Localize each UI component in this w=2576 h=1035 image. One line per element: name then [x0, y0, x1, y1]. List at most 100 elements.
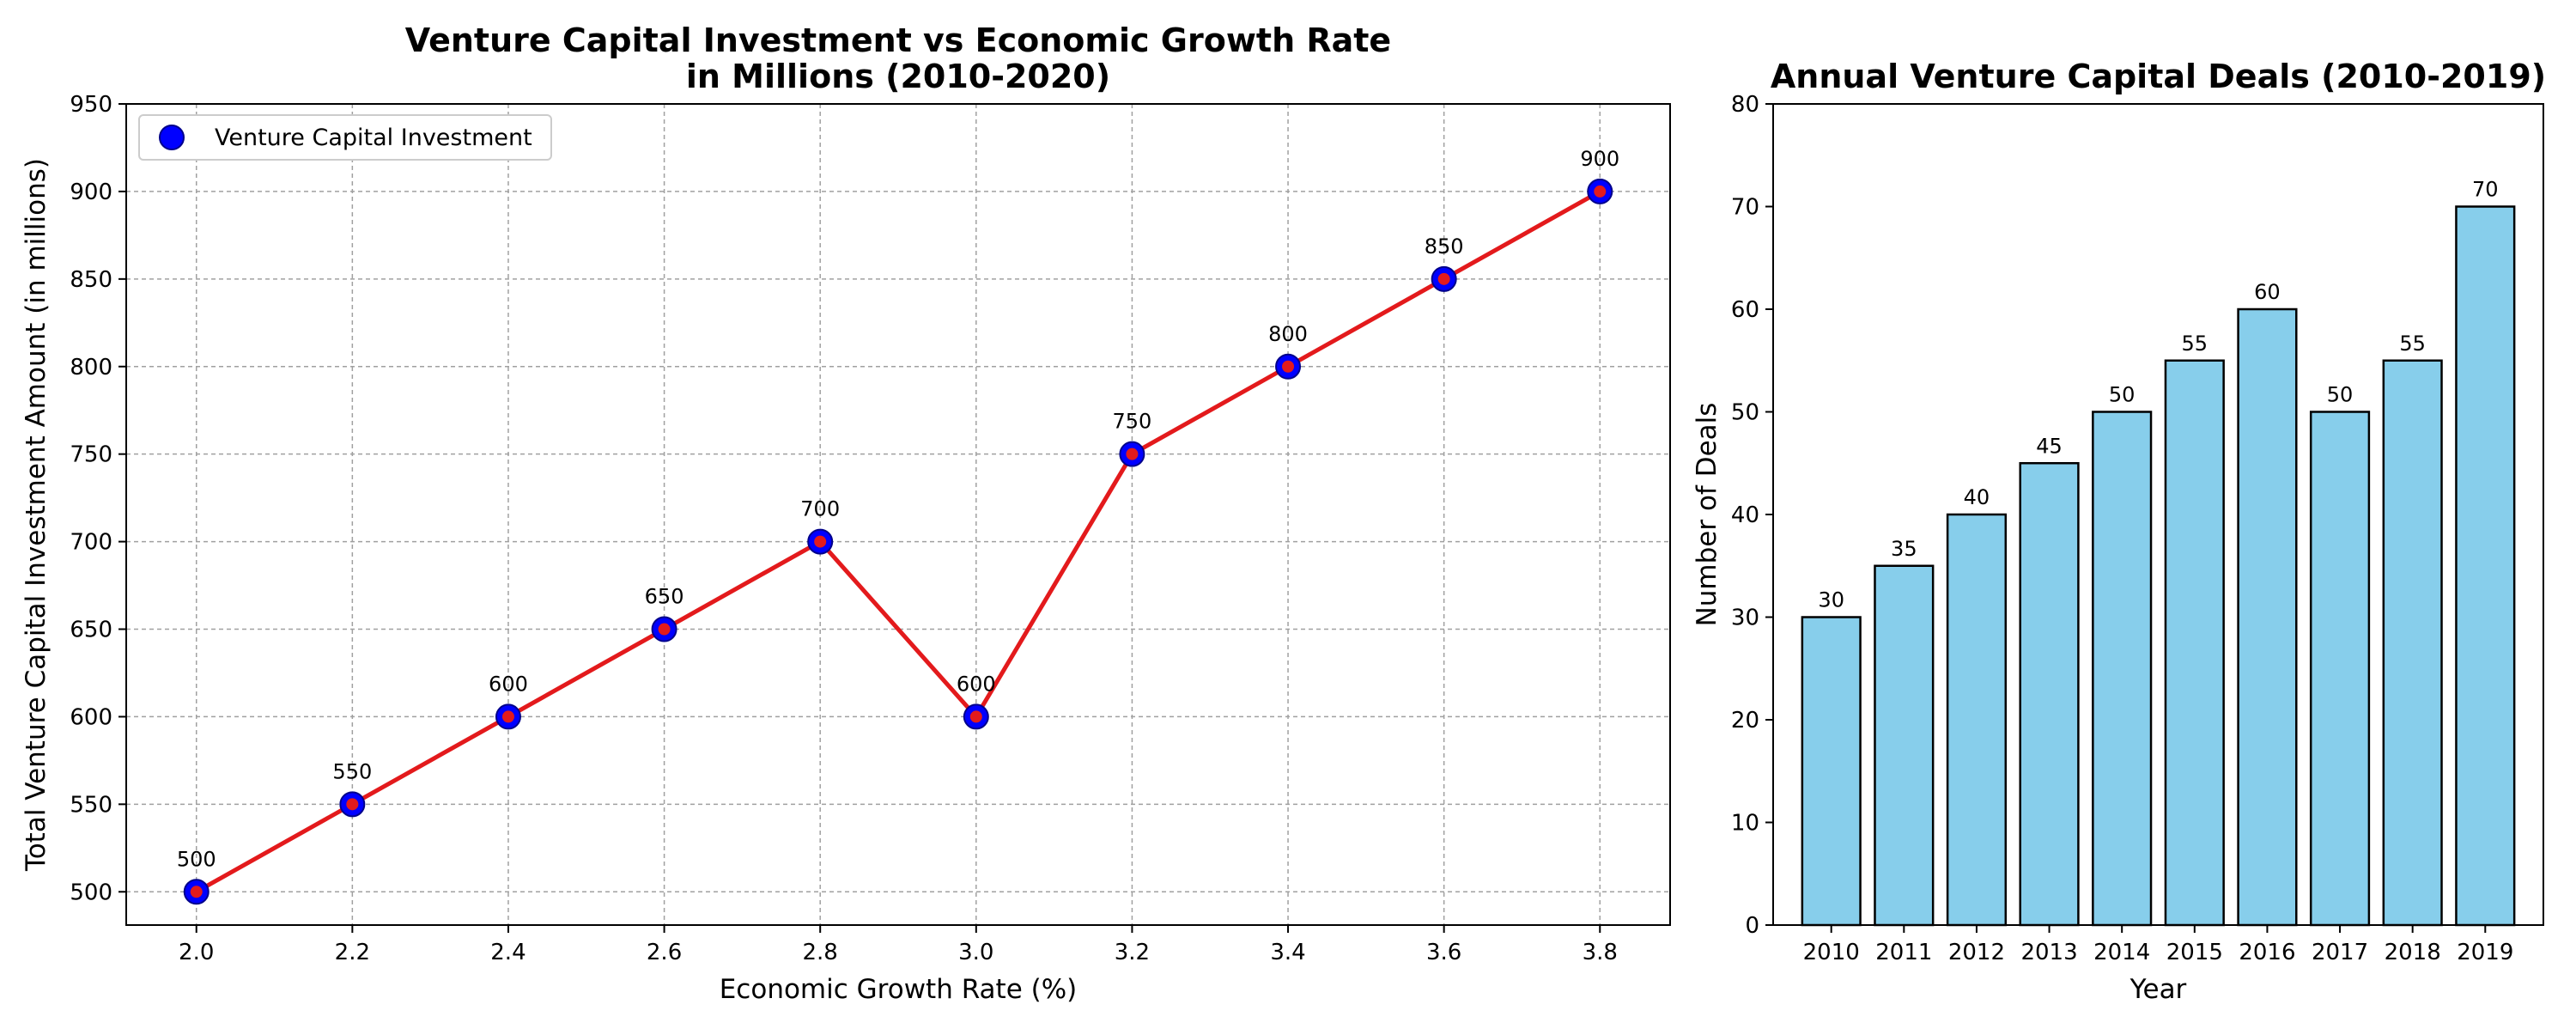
scatter-line-chart: 2.0 2.2 2.4 2.6 2.8 3.0 3.2 3.4 3.6 3.8 500 550 600 6… — [21, 21, 1671, 1005]
line-marker — [1126, 447, 1139, 460]
y-tick-label: 900 — [70, 180, 112, 205]
bar — [1874, 564, 1935, 927]
x-tick-label: 2018 — [2385, 940, 2441, 965]
line-marker — [501, 710, 514, 723]
x-tick-label: 2017 — [2312, 940, 2368, 965]
data-label: 60 — [2254, 280, 2281, 304]
line-marker — [969, 710, 982, 723]
x-tick-label: 2.8 — [803, 940, 838, 965]
data-label: 30 — [1818, 588, 1844, 612]
data-label: 800 — [1268, 322, 1308, 346]
data-label: 900 — [1580, 147, 1619, 171]
x-tick-label: 2.0 — [179, 940, 214, 965]
data-label: 550 — [332, 759, 372, 783]
bar — [1946, 513, 2008, 927]
y-axis-label: Total Venture Capital Investment Amount … — [21, 158, 52, 872]
trend-line — [195, 189, 1601, 894]
plot-frame — [1772, 103, 2544, 926]
chart-title: Annual Venture Capital Deals (2010-2019) — [1771, 58, 2546, 95]
axis-ticks: 2.0 2.2 2.4 2.6 2.8 3.0 3.2 3.4 3.6 3.8 500 550 600 6… — [70, 92, 1618, 965]
bar — [2309, 411, 2371, 927]
y-tick-label: 40 — [1731, 502, 1759, 528]
data-labels: 30 35 40 45 50 55 60 50 55 70 — [1818, 178, 2498, 612]
y-tick-label: 70 — [1731, 195, 1759, 221]
y-tick-label: 650 — [70, 618, 112, 643]
bar — [2237, 307, 2298, 927]
data-label: 70 — [2472, 178, 2499, 202]
x-axis-label: Economic Growth Rate (%) — [720, 974, 1078, 1005]
line-marker — [658, 623, 671, 636]
y-tick-label: 600 — [70, 704, 112, 730]
data-label: 40 — [1964, 485, 1990, 509]
data-label: 45 — [2036, 434, 2063, 458]
y-tick-label: 800 — [70, 355, 112, 381]
x-tick-label: 2010 — [1803, 940, 1860, 965]
line-marker — [1594, 185, 1607, 198]
data-label: 650 — [645, 585, 684, 609]
bar — [2019, 462, 2080, 927]
y-tick-label: 0 — [1745, 913, 1759, 939]
x-tick-label: 3.6 — [1426, 940, 1461, 965]
x-axis-label: Year — [2129, 974, 2187, 1005]
x-tick-label: 3.0 — [958, 940, 993, 965]
y-axis-label: Number of Deals — [1692, 403, 1722, 627]
y-tick-label: 750 — [70, 442, 112, 468]
bar — [2164, 359, 2225, 927]
x-tick-label: 2013 — [2020, 940, 2077, 965]
x-tick-label: 2015 — [2166, 940, 2223, 965]
y-tick-label: 30 — [1731, 606, 1759, 631]
y-tick-label: 50 — [1731, 400, 1759, 426]
y-tick-label: 550 — [70, 792, 112, 818]
x-tick-label: 3.8 — [1583, 940, 1618, 965]
line-marker — [814, 535, 827, 548]
line-marker — [1282, 360, 1295, 373]
x-tick-label: 2019 — [2457, 940, 2513, 965]
y-tick-label: 700 — [70, 530, 112, 556]
legend-marker — [159, 125, 185, 150]
bars — [1801, 205, 2516, 927]
y-tick-label: 60 — [1731, 297, 1759, 323]
y-tick-label: 950 — [70, 92, 112, 118]
data-label: 750 — [1113, 410, 1152, 434]
bar — [2382, 359, 2443, 927]
data-label: 35 — [1891, 537, 1917, 561]
chart-title-line-1: Venture Capital Investment vs Economic G… — [405, 21, 1391, 59]
data-label: 50 — [2109, 383, 2136, 407]
y-tick-label: 500 — [70, 880, 112, 905]
axis-ticks: 0 10 20 30 40 50 60 70 80 2010 2011 2012 2013 2014 201… — [1731, 92, 2513, 965]
y-tick-label: 10 — [1731, 811, 1759, 837]
x-tick-label: 2014 — [2093, 940, 2150, 965]
plot-frame — [125, 103, 1671, 926]
line-marker — [190, 886, 203, 898]
data-label: 850 — [1425, 234, 1464, 259]
data-label: 55 — [2399, 332, 2426, 356]
data-points — [183, 178, 1613, 905]
x-tick-label: 2.6 — [647, 940, 682, 965]
data-label: 600 — [957, 672, 996, 696]
grid-lines — [126, 103, 1670, 925]
x-tick-label: 2016 — [2239, 940, 2295, 965]
data-labels: 500 550 600 650 700 600 750 800 850 900 — [177, 147, 1619, 871]
bar — [2092, 411, 2153, 927]
x-tick-label: 2.4 — [490, 940, 526, 965]
chart-title-line-2: in Millions (2010-2020) — [686, 58, 1110, 95]
series-line — [195, 189, 1601, 894]
x-tick-label: 2011 — [1875, 940, 1932, 965]
x-tick-label: 2012 — [1948, 940, 2005, 965]
line-marker — [1437, 272, 1450, 285]
legend: Venture Capital Investment — [138, 114, 552, 161]
y-tick-label: 80 — [1731, 92, 1759, 118]
x-tick-label: 3.4 — [1270, 940, 1305, 965]
x-tick-label: 2.2 — [335, 940, 370, 965]
bar-chart: 0 10 20 30 40 50 60 70 80 2010 2011 2012 2013 2014 201… — [1692, 58, 2546, 1005]
y-tick-label: 850 — [70, 267, 112, 293]
data-label: 500 — [177, 847, 216, 871]
bar — [1801, 616, 1862, 927]
bar — [2455, 205, 2516, 927]
legend-box — [138, 114, 552, 161]
legend-entry: Venture Capital Investment — [215, 125, 532, 151]
x-tick-label: 3.2 — [1115, 940, 1150, 965]
data-label: 600 — [489, 672, 528, 696]
